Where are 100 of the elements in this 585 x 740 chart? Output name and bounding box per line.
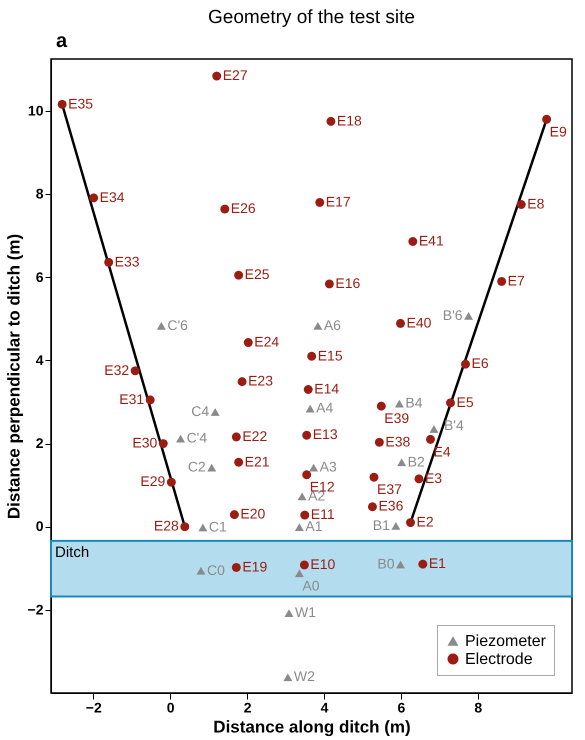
point: [196, 566, 206, 575]
point: [220, 204, 230, 214]
annotation: E17: [326, 193, 351, 210]
point: [429, 425, 438, 433]
point: [315, 198, 324, 207]
annotation: E4: [434, 443, 451, 460]
point: [418, 560, 428, 569]
point: [391, 522, 400, 530]
annotation: E8: [527, 196, 545, 212]
point: [309, 464, 318, 472]
point: [542, 114, 552, 124]
annotation: A3: [320, 458, 337, 475]
point: [394, 400, 404, 408]
annotation: A6: [324, 316, 342, 333]
point: [396, 560, 405, 568]
annotation: E36: [378, 498, 404, 514]
point: [58, 100, 67, 109]
point: [461, 360, 470, 369]
annotation: E5: [456, 394, 474, 410]
point: [368, 502, 377, 512]
annotation: E14: [314, 380, 340, 397]
annotation: A4: [316, 400, 334, 416]
chart-title: Geometry of the test site: [208, 7, 415, 28]
annotation: E1: [428, 555, 446, 572]
annotation: E39: [384, 410, 410, 426]
point: [212, 72, 222, 81]
point: [166, 478, 176, 487]
point: [464, 312, 474, 320]
point: [326, 116, 336, 126]
point: [210, 408, 220, 416]
point: [408, 237, 418, 246]
annotation: E27: [222, 67, 248, 84]
annotation: B1: [372, 516, 390, 533]
point: [244, 338, 253, 347]
annotation: E13: [312, 426, 338, 442]
x-tick-label: 6: [398, 700, 406, 716]
y-axis-title: Distance perpendicular to ditch (m): [4, 234, 24, 520]
point: [313, 322, 322, 330]
point: [516, 200, 526, 209]
y-tick-label: 4: [36, 352, 44, 368]
point: [370, 472, 378, 482]
annotation: E18: [336, 112, 362, 128]
y-tick-label: 6: [36, 268, 44, 285]
point: [284, 609, 294, 618]
annotation: A0: [302, 577, 320, 594]
annotation: C0: [206, 562, 226, 578]
point: [176, 434, 186, 442]
annotation: E22: [242, 428, 268, 444]
annotation: E16: [335, 274, 361, 291]
point: [300, 510, 310, 520]
annotation: E32: [104, 362, 130, 378]
annotation: E38: [385, 433, 410, 450]
annotation: C2: [188, 458, 206, 475]
point: [306, 404, 315, 413]
annotation: C4: [191, 402, 210, 419]
text: a: [56, 30, 68, 52]
point: [146, 395, 155, 404]
x-axis-title: Distance along ditch (m): [213, 718, 411, 736]
annotation: E41: [418, 232, 444, 249]
band-label: Ditch: [55, 544, 90, 561]
annotation: B2: [408, 453, 426, 470]
point: [414, 474, 424, 484]
annotation: B4: [405, 394, 423, 411]
point: [104, 258, 114, 267]
point: [304, 385, 313, 394]
annotation: E3: [424, 470, 442, 486]
y-tick-label: 8: [36, 186, 44, 202]
annotation: E21: [244, 453, 270, 470]
point: [232, 562, 241, 572]
annotation: B'6: [442, 306, 463, 323]
point: [207, 464, 216, 472]
annotation: E40: [406, 314, 432, 330]
point: [180, 522, 190, 532]
annotation: E24: [254, 334, 280, 350]
point: [230, 510, 239, 520]
annotation: E9: [550, 123, 567, 140]
annotation: E20: [240, 506, 266, 522]
annotation: E23: [248, 372, 274, 389]
point: [294, 569, 304, 578]
point: [283, 673, 292, 682]
annotation: E25: [244, 266, 270, 282]
point: [307, 352, 316, 361]
point: [234, 458, 244, 467]
point: [406, 518, 415, 528]
point: [396, 318, 405, 328]
point: [426, 434, 435, 444]
annotation: E6: [471, 355, 489, 372]
annotation: B0: [377, 556, 395, 572]
annotation: E35: [68, 95, 94, 112]
point: [156, 322, 166, 330]
annotation: E26: [230, 200, 256, 216]
point: [89, 193, 98, 202]
point: [374, 438, 384, 447]
point: [446, 398, 455, 408]
point: [300, 560, 309, 570]
point: [158, 439, 168, 448]
point: [130, 366, 140, 376]
point: [232, 432, 241, 442]
annotation: E15: [318, 347, 343, 364]
annotation: E28: [154, 518, 180, 534]
